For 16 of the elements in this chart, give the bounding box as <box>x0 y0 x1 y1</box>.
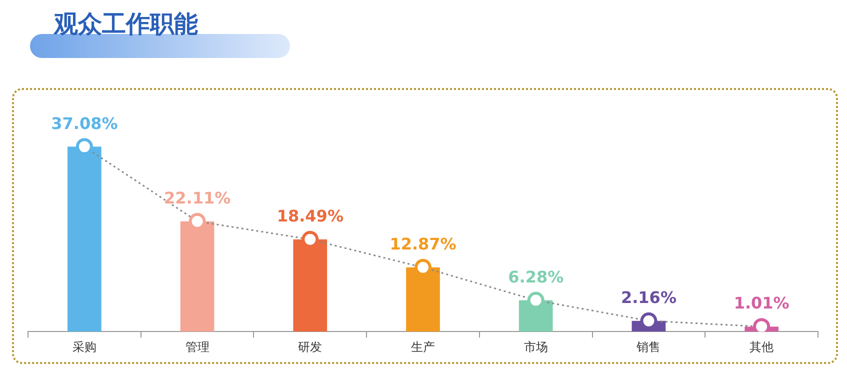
data-label: 37.08% <box>51 114 118 133</box>
chart-title: 观众工作职能 <box>54 9 198 40</box>
x-tick-label: 研发 <box>298 340 322 354</box>
x-tick-label: 其他 <box>750 340 774 354</box>
data-label: 2.16% <box>620 288 676 307</box>
x-tick-label: 市场 <box>524 340 548 354</box>
data-label: 22.11% <box>164 188 231 208</box>
point <box>753 318 770 332</box>
data-label: 6.28% <box>508 267 564 286</box>
x-tick-label: 采购 <box>72 340 96 354</box>
data-label: 1.01% <box>734 294 790 313</box>
data-label: 18.49% <box>276 206 344 226</box>
x-tick-label: 管理 <box>185 340 210 354</box>
x-tick-label: 销售 <box>636 340 661 354</box>
x-tick-label: 生产 <box>411 340 435 354</box>
data-label: 12.87% <box>390 234 456 254</box>
